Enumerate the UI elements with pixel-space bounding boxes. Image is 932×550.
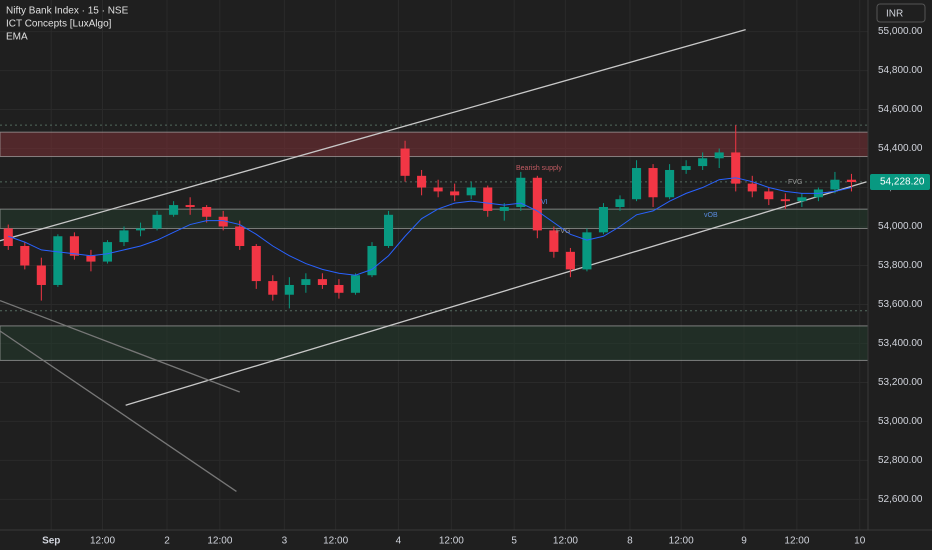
x-tick-label: Sep [42, 536, 60, 547]
x-tick-label: 8 [627, 536, 633, 547]
candle-body [698, 158, 708, 167]
candle-body [268, 281, 278, 295]
candle-body [731, 152, 741, 184]
candle-body [797, 197, 807, 202]
x-tick-label: 3 [282, 536, 288, 547]
currency[interactable]: INR [886, 9, 903, 20]
candle-body [152, 214, 162, 229]
indicator-label: ICT Concepts [LuxAlgo] [6, 19, 112, 30]
candle-body [53, 236, 63, 285]
trend-line [0, 299, 240, 393]
y-tick-label: 54,600.00 [878, 104, 923, 115]
trend-line [0, 330, 237, 492]
zone [0, 208, 869, 229]
y-tick-label: 52,800.00 [878, 455, 923, 466]
x-tick-label: 12:00 [439, 536, 464, 547]
currency-box[interactable] [876, 3, 926, 23]
indicator-label: EMA [6, 32, 28, 43]
y-tick-label: 53,400.00 [878, 338, 923, 349]
candle-body [681, 166, 691, 170]
candle-body [532, 177, 542, 231]
y-tick-label: 54,400.00 [878, 143, 923, 154]
candle-body [69, 236, 79, 256]
candle-body [334, 284, 344, 293]
x-tick-label: 12:00 [553, 536, 578, 547]
candle-body [185, 205, 195, 208]
candle-body [516, 177, 526, 208]
candle-body [367, 245, 377, 276]
candle-body [350, 275, 361, 293]
y-tick-label: 55,000.00 [878, 26, 923, 37]
candle-body [450, 191, 460, 196]
x-tick-label: 12:00 [784, 536, 809, 547]
candle-body [235, 226, 245, 246]
candle-body [417, 175, 427, 188]
candle-body [86, 255, 96, 262]
candle-body [3, 228, 13, 246]
trend-line [125, 181, 867, 406]
candle-body [169, 205, 179, 215]
candle-body [20, 245, 30, 266]
candle-body [301, 279, 311, 285]
candle-body [383, 214, 394, 246]
annotation: FVG [556, 228, 570, 235]
annotation: vOB [704, 212, 718, 219]
x-tick-label: 2 [164, 536, 170, 547]
zone [0, 325, 869, 361]
candle-body [433, 187, 443, 192]
x-tick-label: 5 [511, 536, 517, 547]
candle-body [830, 179, 840, 190]
y-tick-label: 53,600.00 [878, 299, 923, 310]
trend-line [0, 29, 746, 242]
y-tick-label: 53,800.00 [878, 260, 923, 271]
candle-body [846, 179, 857, 183]
candle-body [135, 228, 146, 231]
y-tick-label: 54,000.00 [878, 221, 923, 232]
candle-body [483, 187, 493, 211]
price-tag [870, 174, 930, 191]
y-tick-label: 53,200.00 [878, 377, 923, 388]
x-tick-label: 12:00 [669, 536, 694, 547]
ema-line [8, 177, 852, 276]
candle-body [665, 169, 675, 198]
candle-body [317, 279, 327, 285]
price-tag-label: 54,228.20 [880, 177, 925, 188]
y-tick-label: 53,000.00 [878, 416, 923, 427]
x-tick-label: 12:00 [323, 536, 348, 547]
x-tick-label: 12:00 [207, 536, 232, 547]
x-tick-label: 12:00 [90, 536, 115, 547]
chart-title: Nifty Bank Index · 15 · NSE [6, 6, 129, 17]
candle-body [400, 148, 410, 176]
candle-body [714, 152, 724, 159]
candle-body [780, 199, 790, 202]
candle-body [202, 207, 212, 217]
y-tick-label: 52,600.00 [878, 494, 923, 505]
candle-body [598, 207, 609, 233]
candle-body [36, 265, 46, 285]
annotation: Bearish supply [516, 165, 562, 172]
candle-body [747, 183, 757, 192]
candle-body [582, 232, 592, 270]
candle-body [499, 207, 509, 211]
candle-body [102, 242, 113, 262]
candle-body [565, 251, 575, 270]
candle-body [648, 168, 658, 198]
annotation: VI [541, 199, 548, 206]
candle-body [764, 191, 774, 200]
candle-body [251, 245, 261, 282]
annotation: FVG [788, 179, 802, 186]
y-tick-label: 54,800.00 [878, 65, 923, 76]
candle-body [549, 230, 559, 252]
candle-body [218, 216, 228, 227]
candle-body [119, 230, 129, 243]
x-tick-label: 4 [396, 536, 402, 547]
candle-body [615, 199, 625, 208]
candle-body [284, 284, 294, 295]
candle-body [466, 187, 476, 196]
x-tick-label: 10 [854, 536, 866, 547]
candle-body [631, 168, 642, 200]
x-tick-label: 9 [741, 536, 747, 547]
